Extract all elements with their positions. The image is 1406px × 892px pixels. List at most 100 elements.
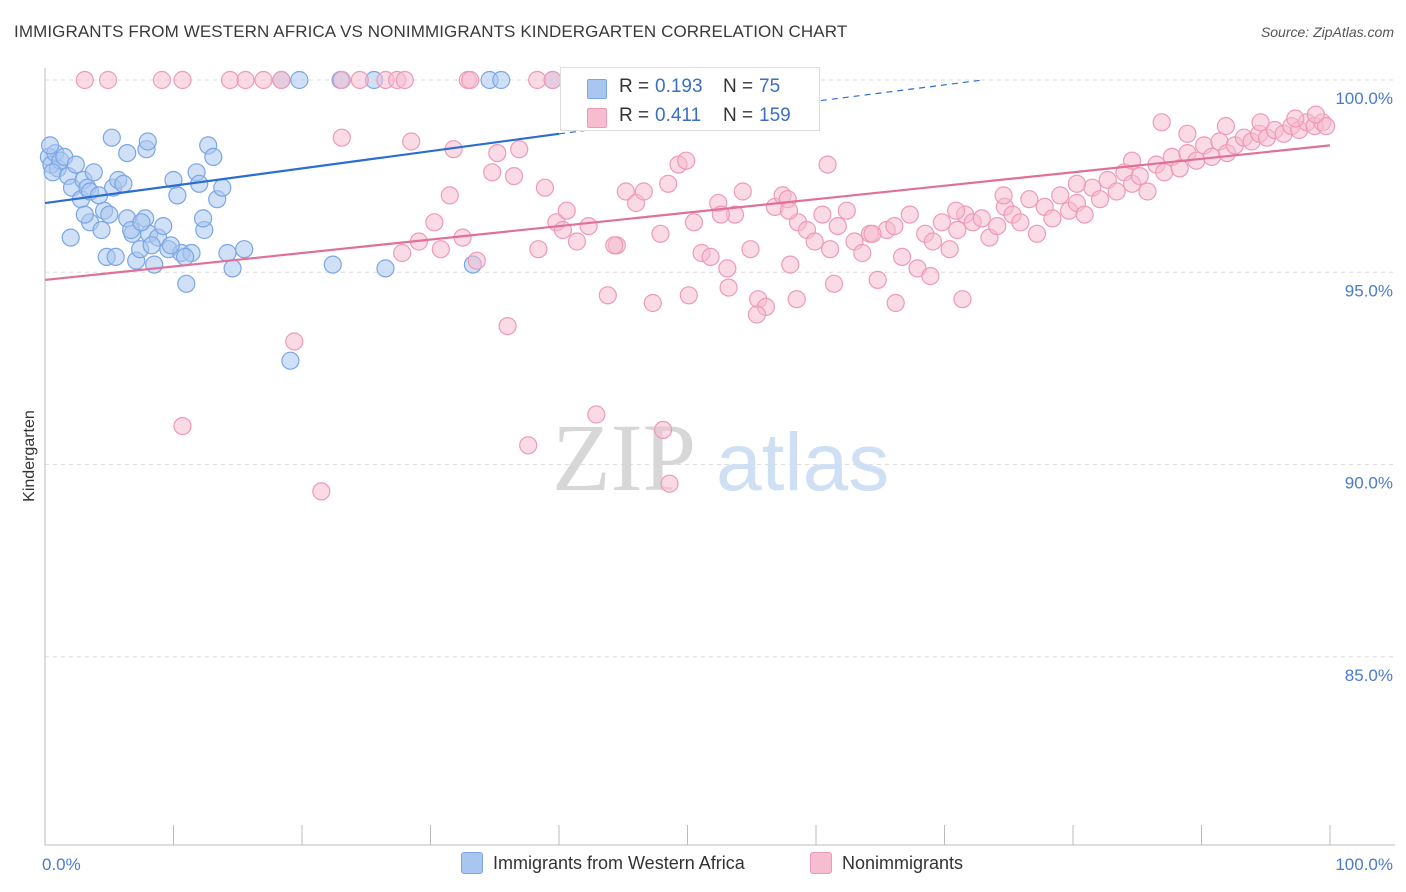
bottom-legend-swatch-blue [461, 852, 483, 874]
data-point-nonimmigrants [173, 70, 192, 90]
data-point-nonimmigrants [557, 201, 576, 220]
data-point-nonimmigrants [272, 70, 291, 90]
data-point-nonimmigrants [543, 70, 562, 90]
data-point-nonimmigrants [498, 317, 517, 336]
data-point-nonimmigrants [659, 174, 678, 193]
legend-r-value: 0.411 [655, 105, 702, 126]
data-point-nonimmigrants [285, 332, 304, 351]
data-point-immigrants [154, 217, 173, 236]
data-point-immigrants [75, 205, 94, 224]
data-point-immigrants [223, 259, 242, 278]
data-point-immigrants [43, 163, 62, 182]
data-point-immigrants [142, 236, 161, 255]
data-point-nonimmigrants [440, 186, 459, 205]
bottom-legend-item-nonimmigrants[interactable]: Nonimmigrants [810, 852, 963, 874]
data-point-immigrants [118, 144, 137, 163]
legend-swatch-blue [587, 79, 607, 99]
data-point-immigrants [213, 178, 232, 197]
data-point-nonimmigrants [75, 70, 94, 90]
data-point-nonimmigrants [1051, 186, 1070, 205]
data-point-immigrants [61, 228, 80, 247]
data-point-nonimmigrants [332, 70, 351, 90]
legend: R = 0.193 N = 75 R = 0.411 N = 159 [560, 67, 820, 131]
data-point-nonimmigrants [1020, 190, 1039, 209]
data-point-immigrants [492, 70, 511, 90]
data-point-nonimmigrants [1216, 116, 1236, 136]
data-point-nonimmigrants [1286, 109, 1305, 128]
data-point-immigrants [100, 205, 119, 224]
data-point-nonimmigrants [923, 232, 943, 251]
data-point-immigrants [102, 128, 121, 147]
data-point-nonimmigrants [579, 217, 598, 236]
data-point-nonimmigrants [651, 224, 670, 243]
data-point-nonimmigrants [535, 178, 555, 197]
data-point-nonimmigrants [461, 70, 480, 90]
data-point-nonimmigrants [519, 436, 538, 455]
data-point-immigrants [176, 247, 195, 266]
data-point-immigrants [114, 174, 133, 193]
data-point-nonimmigrants [1152, 113, 1171, 132]
bottom-legend-label: Immigrants from Western Africa [493, 852, 745, 873]
data-point-nonimmigrants [528, 70, 547, 90]
data-point-nonimmigrants [1138, 182, 1157, 201]
bottom-legend-label: Nonimmigrants [842, 852, 964, 873]
data-point-nonimmigrants [653, 420, 673, 439]
legend-n-value: 75 [759, 76, 781, 97]
data-point-nonimmigrants [781, 255, 800, 274]
bottom-legend-swatch-pink [810, 852, 832, 874]
data-point-nonimmigrants [988, 217, 1007, 236]
data-point-immigrants [177, 274, 196, 293]
data-point-immigrants [66, 155, 85, 174]
data-point-nonimmigrants [483, 163, 502, 182]
data-point-nonimmigrants [1306, 105, 1326, 124]
data-point-nonimmigrants [98, 70, 118, 90]
data-point-nonimmigrants [152, 70, 171, 90]
data-point-immigrants [281, 351, 300, 370]
data-point-immigrants [92, 220, 111, 240]
data-point-nonimmigrants [643, 293, 662, 313]
data-point-nonimmigrants [1011, 213, 1030, 232]
data-point-nonimmigrants [1067, 174, 1087, 193]
x-tick-label-max: 100.0% [1335, 855, 1393, 874]
data-point-immigrants [290, 70, 309, 90]
watermark-zip: ZIP [552, 404, 696, 511]
data-point-nonimmigrants [425, 213, 444, 232]
legend-n-value: 159 [759, 105, 791, 126]
y-tick-label: 95.0% [1345, 281, 1393, 300]
data-point-nonimmigrants [1043, 209, 1062, 228]
data-point-nonimmigrants [900, 205, 919, 224]
data-point-nonimmigrants [350, 70, 369, 90]
data-point-nonimmigrants [679, 286, 698, 305]
data-point-nonimmigrants [220, 70, 240, 90]
bottom-legend-item-immigrants[interactable]: Immigrants from Western Africa [461, 852, 745, 874]
data-point-immigrants [204, 147, 223, 166]
data-point-nonimmigrants [972, 209, 991, 228]
y-tick-label: 100.0% [1335, 89, 1393, 108]
legend-row-immigrants: R = 0.193 N = 75 [561, 72, 819, 102]
data-point-nonimmigrants [1155, 163, 1174, 182]
data-point-nonimmigrants [467, 251, 486, 270]
data-point-nonimmigrants [932, 213, 952, 232]
data-point-nonimmigrants [886, 293, 905, 313]
legend-r-value: 0.193 [655, 76, 703, 97]
data-point-nonimmigrants [431, 240, 450, 259]
data-point-nonimmigrants [741, 240, 760, 259]
data-point-nonimmigrants [820, 240, 840, 259]
data-point-nonimmigrants [684, 213, 704, 232]
data-point-nonimmigrants [1130, 167, 1149, 186]
bottom-legend: Immigrants from Western Africa Nonimmigr… [0, 852, 1406, 878]
watermark-atlas: atlas [716, 417, 889, 508]
data-point-nonimmigrants [946, 201, 966, 220]
data-point-immigrants [194, 209, 213, 228]
data-point-nonimmigrants [1170, 159, 1189, 178]
data-point-nonimmigrants [863, 224, 882, 243]
data-point-nonimmigrants [953, 290, 972, 309]
legend-r-label: R = [619, 105, 650, 126]
data-point-nonimmigrants [747, 305, 767, 324]
data-point-nonimmigrants [236, 70, 255, 90]
axes-layer: 100.0% 95.0% 90.0% 85.0% 0.0% 100.0% [42, 68, 1395, 874]
data-point-nonimmigrants [892, 247, 912, 266]
data-point-nonimmigrants [567, 232, 587, 251]
data-point-nonimmigrants [733, 182, 752, 201]
